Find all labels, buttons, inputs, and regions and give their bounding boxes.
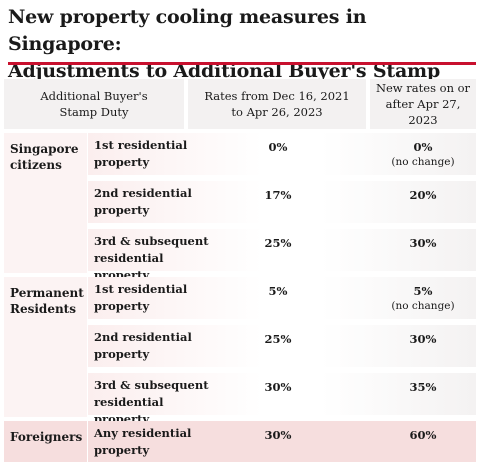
new-rate: 30% (409, 332, 437, 346)
old-rate: 25% (264, 236, 292, 250)
header-old-rates: Rates from Dec 16, 2021 to Apr 26, 2023 (188, 79, 366, 129)
property-type-line1: 2nd residential (94, 186, 192, 200)
new-rate-cell: 60% (370, 427, 476, 443)
table-row (88, 373, 476, 415)
property-type-line2: property (94, 155, 150, 169)
rate-note: (no change) (391, 300, 455, 312)
property-type-line1: Any residential (94, 426, 192, 440)
new-rate-cell: 0% (no change) (370, 139, 476, 170)
table-row (88, 229, 476, 271)
group-background (4, 133, 87, 273)
table-row (88, 181, 476, 223)
table-row (88, 325, 476, 367)
property-type-line1: 1st residential (94, 282, 188, 296)
old-rate: 25% (264, 332, 292, 346)
property-type-line2: property (94, 347, 150, 361)
table-row (88, 133, 476, 175)
group-label-line2: Residents (10, 302, 76, 316)
group-background (4, 421, 87, 462)
property-type-line2: property (94, 299, 150, 313)
property-type: 1st residential property (94, 281, 214, 315)
group-label: Singapore citizens (4, 133, 87, 181)
new-rate: 0% (413, 140, 433, 154)
rate-note: (no change) (391, 156, 455, 168)
table-row (88, 277, 476, 319)
title-line-1: New property cooling measures in Singapo… (8, 6, 367, 55)
property-type: 2nd residential property (94, 329, 214, 363)
old-rate: 0% (268, 140, 288, 154)
new-rate: 35% (409, 380, 437, 394)
header-col2-line1: Rates from Dec 16, 2021 (204, 89, 350, 103)
property-type: 3rd & subsequent residential property (94, 377, 214, 428)
group-label-line2: citizens (10, 158, 62, 172)
group-label: Foreigners (4, 421, 87, 453)
property-type-line1: 1st residential (94, 138, 188, 152)
property-type-line1: 3rd & subsequent (94, 378, 209, 392)
header-col3-line2: after Apr 27, 2023 (385, 97, 461, 127)
group-label-line1: Foreigners (10, 430, 83, 444)
title-divider (8, 62, 476, 65)
header-col3-line1: New rates on or (375, 81, 471, 95)
property-type-line1: 2nd residential (94, 330, 192, 344)
group-label-line1: Singapore (10, 142, 79, 156)
property-type-line2: property (94, 203, 150, 217)
property-type: 2nd residential property (94, 185, 214, 219)
old-rate: 30% (264, 428, 292, 442)
new-rate-cell: 35% (370, 379, 476, 395)
old-rate: 17% (264, 188, 292, 202)
new-rate: 30% (409, 236, 437, 250)
new-rate: 60% (409, 428, 437, 442)
new-rate-cell: 30% (370, 235, 476, 251)
property-type: 3rd & subsequent residential property (94, 233, 214, 284)
header-col1-line1: Additional Buyer's (40, 89, 148, 103)
new-rate-cell: 5% (no change) (370, 283, 476, 314)
property-type: Any residential property (94, 425, 214, 459)
new-rate: 20% (409, 188, 437, 202)
header-col2-line2: to Apr 26, 2023 (231, 105, 323, 119)
header-col1-line2: Stamp Duty (59, 105, 129, 119)
group-label: Permanent Residents (4, 277, 87, 325)
new-rate-cell: 20% (370, 187, 476, 203)
property-type-line1: 3rd & subsequent (94, 234, 209, 248)
group-background (4, 277, 87, 417)
property-type: 1st residential property (94, 137, 214, 171)
new-rate: 5% (413, 284, 433, 298)
group-label-line1: Permanent (10, 286, 84, 300)
new-rate-cell: 30% (370, 331, 476, 347)
header-stamp-duty: Additional Buyer's Stamp Duty (4, 79, 184, 129)
old-rate: 5% (268, 284, 288, 298)
property-type-line2: property (94, 443, 150, 457)
header-new-rates: New rates on or after Apr 27, 2023 (370, 79, 476, 129)
old-rate: 30% (264, 380, 292, 394)
table-row (88, 421, 476, 462)
